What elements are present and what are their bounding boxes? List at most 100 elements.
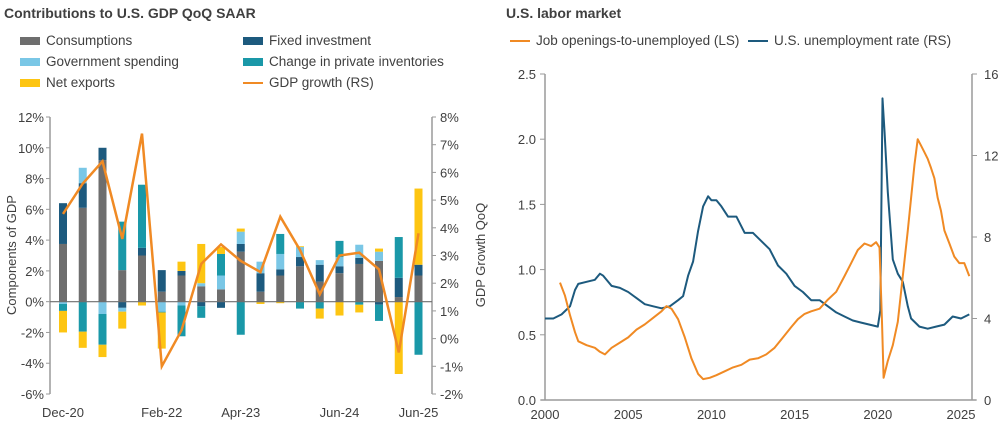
- y2-tick-label: 8%: [440, 110, 459, 125]
- y2-tick-label: 3%: [440, 249, 459, 264]
- bar-segment: [118, 270, 127, 302]
- bar-segment: [256, 273, 265, 292]
- bar-segment: [217, 275, 225, 290]
- y-tick-label: 10%: [18, 141, 44, 156]
- y-tick-label: 4%: [25, 233, 44, 248]
- bar-segment: [236, 228, 245, 232]
- bar-segment: [355, 301, 364, 305]
- bar-segment: [394, 301, 403, 374]
- y2-tick-label: 1%: [440, 304, 459, 319]
- bar-segment: [138, 247, 146, 256]
- bar-segment: [59, 203, 67, 244]
- bar-segment: [197, 283, 206, 287]
- bar-segment: [414, 301, 423, 355]
- y-tick-label: -4%: [21, 356, 45, 371]
- legend-label: Job openings-to-unemployed (LS): [536, 33, 740, 48]
- y2-tick-label: 2%: [440, 276, 459, 291]
- bar-segment: [414, 275, 423, 302]
- bar-segment: [138, 184, 146, 248]
- bar-segment: [394, 237, 403, 278]
- y-tick-label: 8%: [25, 172, 44, 187]
- bar-segment: [256, 261, 265, 274]
- bar-segment: [236, 243, 245, 252]
- y2-tick-label: 7%: [440, 138, 459, 153]
- legend-item-job-openings: Job openings-to-unemployed (LS): [510, 33, 739, 48]
- bar-segment: [177, 301, 186, 306]
- y-tick-label: 1.0: [518, 263, 536, 278]
- bar-segment: [276, 269, 285, 276]
- bar-segment: [59, 303, 67, 311]
- bar-segment: [375, 248, 383, 252]
- bar-segment: [78, 183, 87, 208]
- y-tick-label: -2%: [21, 325, 45, 340]
- y2-tick-label: 16: [984, 67, 998, 82]
- bar-segment: [236, 301, 245, 335]
- bar-segment: [217, 253, 225, 276]
- bar-segment: [177, 275, 186, 302]
- bar-segment: [197, 286, 206, 302]
- bar-segment: [394, 277, 403, 298]
- y2-axis-label: GDP Growth QoQ: [473, 203, 488, 308]
- bar-segment: [236, 231, 245, 244]
- y-tick-label: 2.5: [518, 67, 536, 82]
- left-chart-title: Contributions to U.S. GDP QoQ SAAR: [4, 5, 256, 21]
- bar-segment: [394, 297, 403, 302]
- y2-tick-label: 6%: [440, 165, 459, 180]
- y2-tick-label: -2%: [440, 387, 464, 402]
- bar-segment: [78, 331, 87, 348]
- y-tick-label: 0%: [25, 295, 44, 310]
- y2-tick-label: 4: [984, 312, 991, 327]
- legend-item-unemployment-rate: U.S. unemployment rate (RS): [748, 33, 951, 48]
- bar-segment: [157, 311, 166, 313]
- legend-swatch: [510, 39, 530, 42]
- y-tick-label: 2.0: [518, 132, 536, 147]
- legend-item-government-spending: Government spending: [20, 54, 179, 69]
- legend-swatch: [243, 57, 263, 66]
- bar-segment: [98, 301, 107, 314]
- y-axis-label: Components of GDP: [4, 195, 19, 315]
- x-tick-label: 2005: [614, 407, 643, 422]
- x-tick-label: Jun-25: [399, 405, 439, 420]
- legend-item-net-exports: Net exports: [20, 75, 115, 90]
- legend-label: U.S. unemployment rate (RS): [774, 33, 952, 48]
- bar-segment: [256, 291, 265, 302]
- bar-segment: [118, 311, 127, 329]
- legend-swatch: [243, 36, 263, 45]
- y-tick-label: 2%: [25, 264, 44, 279]
- bar-segment: [315, 301, 324, 309]
- bar-segment: [276, 253, 285, 270]
- bar-segment: [217, 301, 225, 308]
- bar-segment: [98, 160, 107, 302]
- bar-segment: [59, 301, 67, 304]
- y2-tick-label: 8: [984, 230, 991, 245]
- x-tick-label: 2015: [780, 407, 809, 422]
- bar-segment: [315, 308, 324, 319]
- right-chart-title: U.S. labor market: [506, 5, 622, 21]
- legend-item-consumptions: Consumptions: [20, 33, 132, 48]
- legend-item-gdp-growth: GDP growth (RS): [243, 75, 374, 90]
- legend-swatch: [243, 81, 263, 84]
- x-tick-label: 2000: [531, 407, 560, 422]
- bar-segment: [296, 266, 304, 302]
- bar-segment: [276, 233, 285, 254]
- y2-tick-label: 5%: [440, 193, 459, 208]
- y2-tick-label: -1%: [440, 359, 464, 374]
- legend-label: Consumptions: [46, 33, 133, 48]
- bar-segment: [197, 306, 206, 318]
- legend-item-fixed-investment: Fixed investment: [243, 33, 371, 48]
- bar-segment: [177, 305, 186, 337]
- y-tick-label: -6%: [21, 387, 45, 402]
- y2-tick-label: 12: [984, 149, 998, 164]
- bar-segment: [414, 188, 423, 265]
- bar-segment: [138, 301, 146, 306]
- x-tick-label: Feb-22: [141, 405, 182, 420]
- bar-segment: [118, 307, 127, 312]
- y2-tick-label: 0%: [440, 332, 459, 347]
- x-tick-label: 2020: [863, 407, 892, 422]
- legend-swatch: [748, 39, 768, 42]
- bar-segment: [355, 257, 364, 264]
- bar-segment: [335, 257, 344, 267]
- bar-segment: [375, 301, 383, 305]
- legend-label: Government spending: [46, 54, 179, 69]
- bar-segment: [217, 289, 225, 302]
